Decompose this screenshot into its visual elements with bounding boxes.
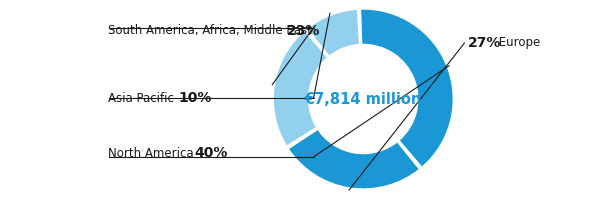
Text: 27%: 27% <box>468 36 502 50</box>
Text: €7,814 million: €7,814 million <box>305 91 422 107</box>
Wedge shape <box>307 9 360 57</box>
Text: South America, Africa, Middle East: South America, Africa, Middle East <box>109 24 316 37</box>
Wedge shape <box>273 30 328 147</box>
Wedge shape <box>360 9 454 168</box>
Text: North America: North America <box>109 148 198 160</box>
Text: Europe: Europe <box>495 36 541 50</box>
Text: 10%: 10% <box>179 91 212 105</box>
Text: Asia Pacific: Asia Pacific <box>109 92 178 105</box>
Text: 40%: 40% <box>194 147 227 160</box>
Text: 23%: 23% <box>287 24 321 38</box>
Wedge shape <box>288 129 420 189</box>
